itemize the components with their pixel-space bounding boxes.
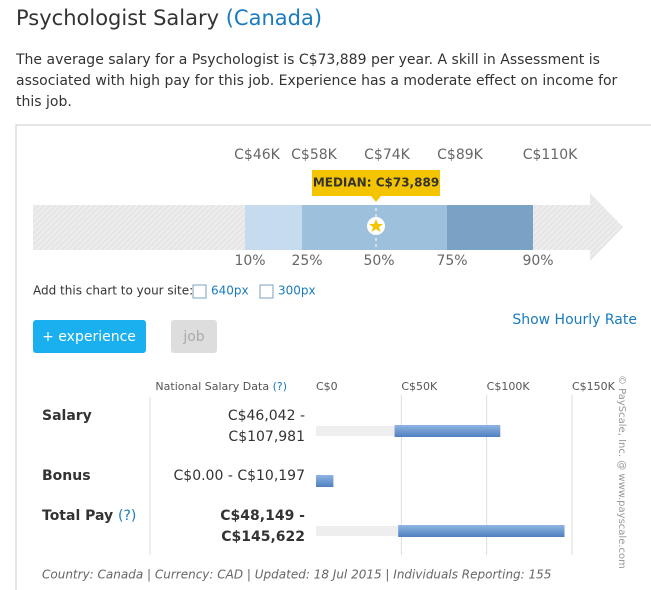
job-button-label[interactable]: job xyxy=(182,329,204,345)
help-link[interactable]: (?) xyxy=(118,508,136,524)
range-label: C$46,042 - xyxy=(228,408,305,424)
percentile-label: 90% xyxy=(522,253,553,269)
percentile-label: 25% xyxy=(291,253,322,269)
experience-button-label[interactable]: + experience xyxy=(42,329,136,345)
salary-label: C$89K xyxy=(437,147,483,163)
row-label: Salary xyxy=(42,408,92,424)
percentile-label: 50% xyxy=(363,253,394,269)
panel-border xyxy=(15,124,651,590)
experience-button[interactable] xyxy=(33,320,146,353)
x-tick-label: C$100K xyxy=(487,380,531,393)
embed-link[interactable]: 640px xyxy=(211,284,249,298)
row-label: Bonus xyxy=(42,468,91,484)
percentile-label: 75% xyxy=(436,253,467,269)
range-bar xyxy=(316,475,334,487)
hourly-link[interactable]: Show Hourly Rate xyxy=(512,312,637,328)
embed-link[interactable]: 300px xyxy=(278,284,316,298)
salary-label: C$46K xyxy=(234,147,280,163)
embed-icon xyxy=(259,284,274,299)
embed-text: Add this chart to your site: xyxy=(33,284,193,298)
range-label: C$107,981 xyxy=(228,429,305,445)
copyright: © PayScale, Inc. @ www.payscale.com xyxy=(616,375,627,569)
embed-icon xyxy=(192,284,207,299)
help-link[interactable]: (?) xyxy=(273,380,287,393)
salary-label: C$74K xyxy=(364,147,410,163)
x-tick-label: C$0 xyxy=(316,380,338,393)
range-background xyxy=(316,526,399,536)
percentile-label: 10% xyxy=(234,253,265,269)
band-10-25 xyxy=(245,205,302,250)
median-badge xyxy=(312,170,440,202)
title-text: Psychologist Salary xyxy=(16,6,219,30)
band-75-90 xyxy=(447,205,533,250)
table-header-text: National Salary Data xyxy=(155,380,269,393)
median-label: MEDIAN: C$73,889 xyxy=(313,176,439,190)
row-label-text: Salary xyxy=(42,408,92,424)
location: (Canada) xyxy=(226,6,322,30)
job-button[interactable] xyxy=(171,320,217,353)
description-box: The average salary for a Psychologist is… xyxy=(16,52,618,110)
table-header: National Salary Data (?) xyxy=(155,380,287,393)
range-bar xyxy=(398,525,565,537)
x-tick-label: C$50K xyxy=(401,380,438,393)
row-label-text: Total Pay xyxy=(42,508,113,524)
salary-label: C$110K xyxy=(523,147,578,163)
range-label: C$48,149 - xyxy=(220,508,305,524)
description: The average salary for a Psychologist is… xyxy=(16,52,618,110)
range-background xyxy=(316,426,395,436)
row-label: Total Pay (?) xyxy=(42,508,136,524)
x-tick-label: C$150K xyxy=(572,380,616,393)
salary-label: C$58K xyxy=(291,147,337,163)
range-bar xyxy=(394,425,501,437)
footer: Country: Canada | Currency: CAD | Update… xyxy=(42,568,551,582)
row-label-text: Bonus xyxy=(42,468,91,484)
range-label: C$0.00 - C$10,197 xyxy=(174,468,305,484)
star-icon xyxy=(369,219,383,232)
range-label: C$145,622 xyxy=(221,529,305,545)
title: Psychologist Salary (Canada) xyxy=(16,6,322,30)
